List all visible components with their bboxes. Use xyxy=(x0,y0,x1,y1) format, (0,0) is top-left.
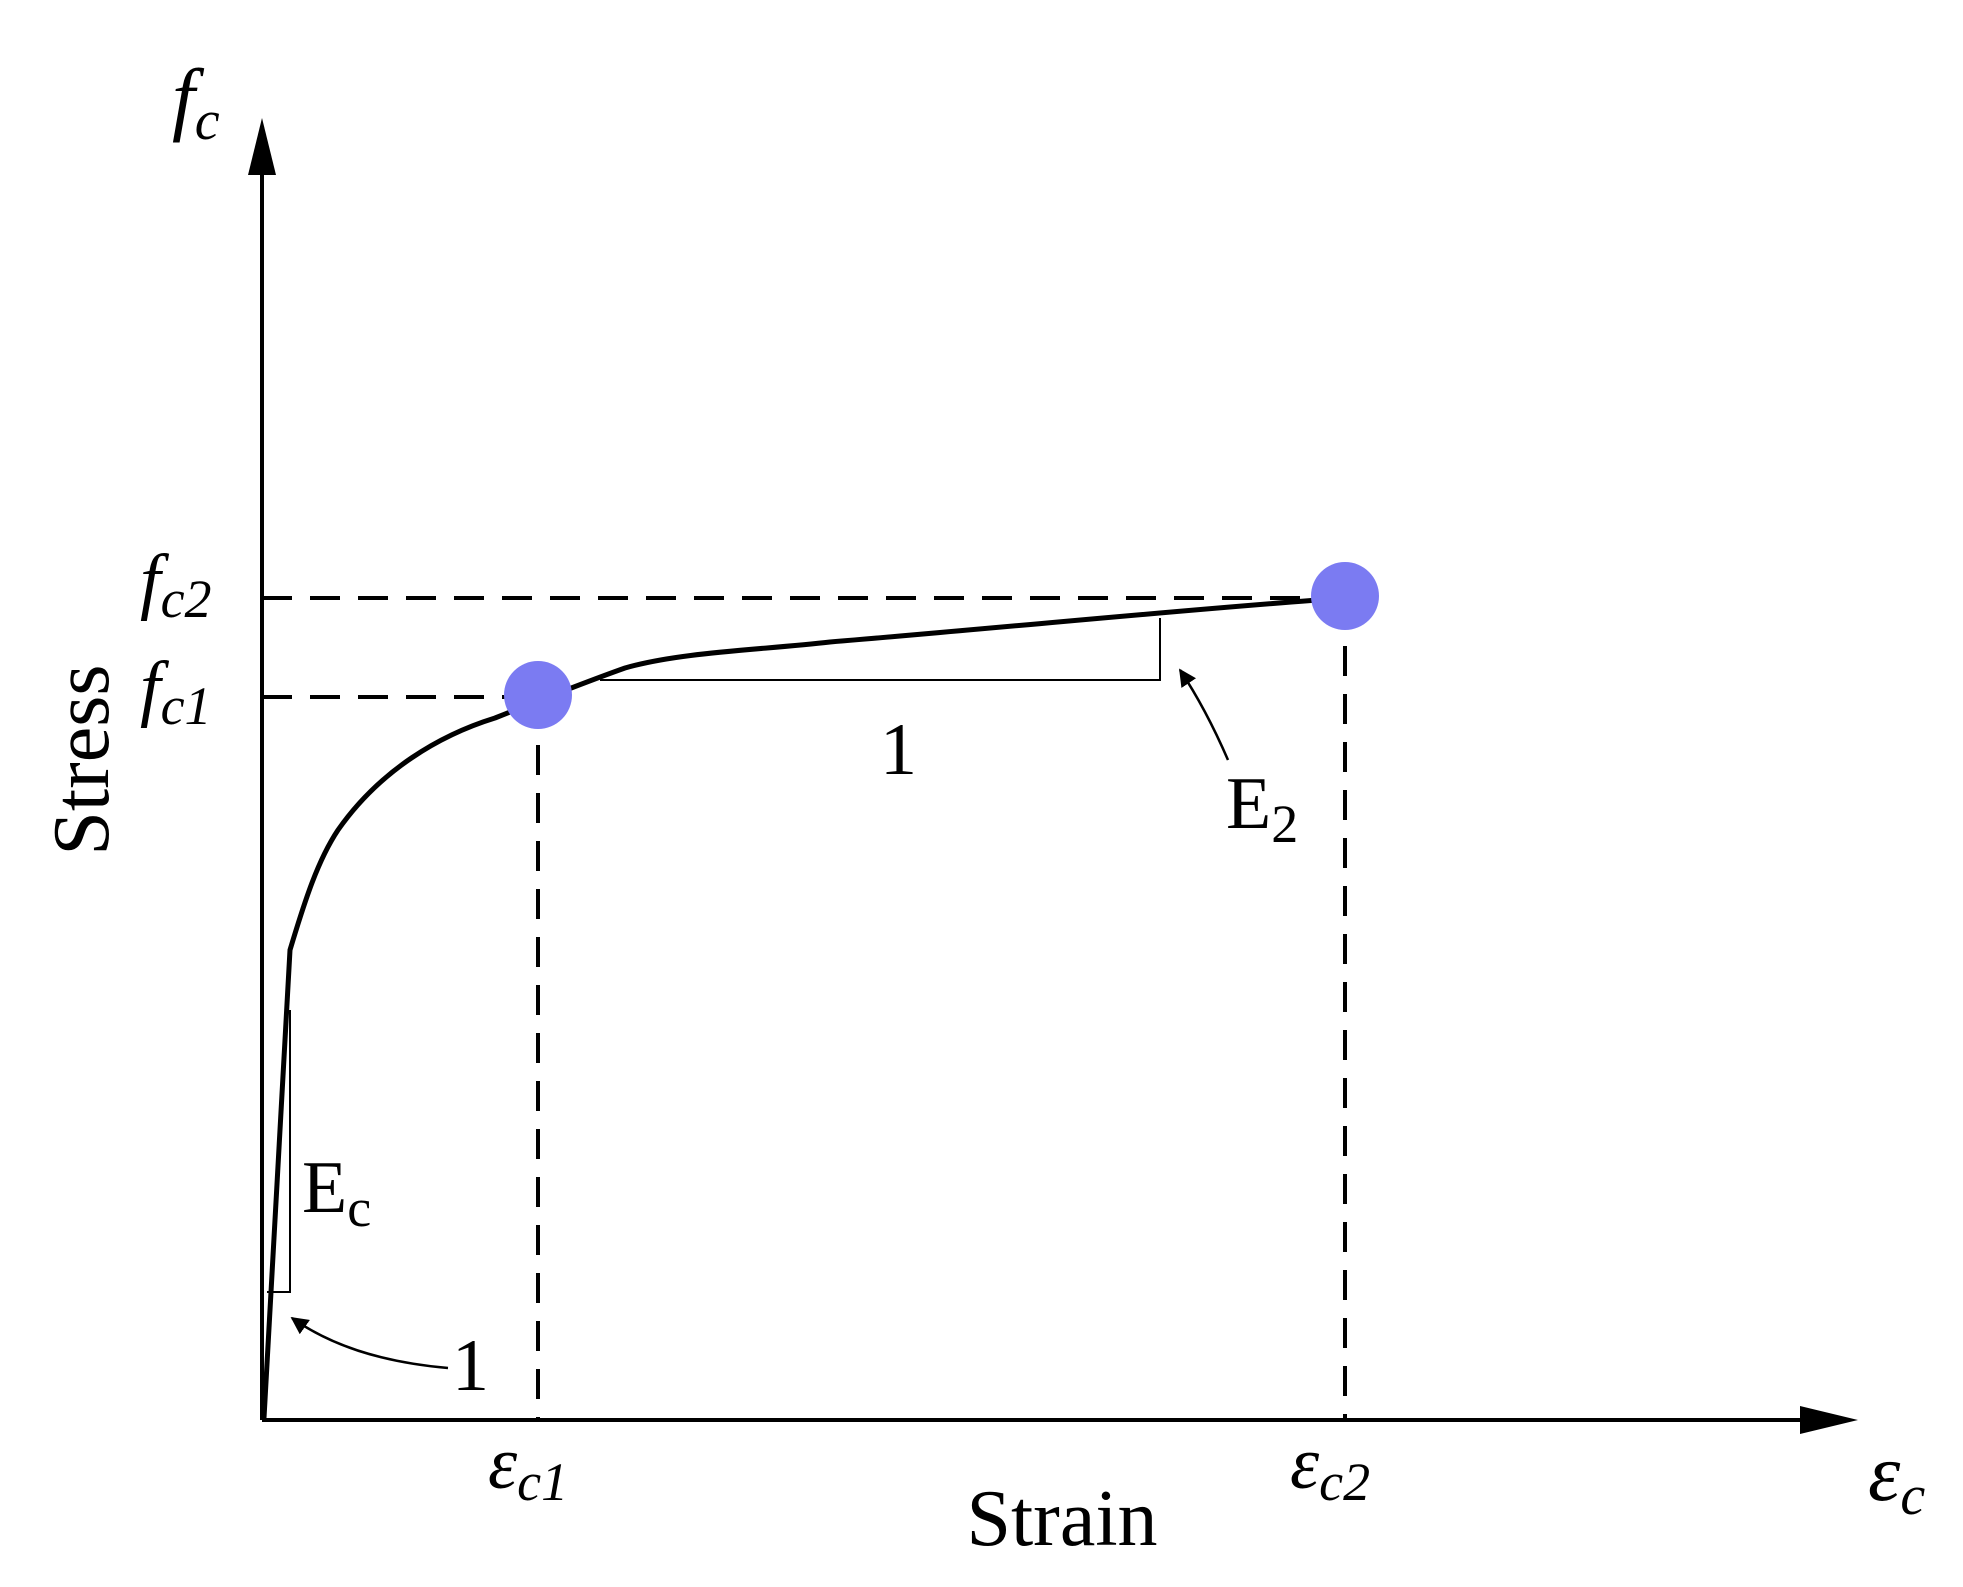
second-slope-pointer xyxy=(1178,668,1230,761)
initial-slope-pointer xyxy=(290,1316,449,1370)
x-axis-label: Strain xyxy=(966,1475,1157,1563)
second-slope-triangle xyxy=(600,618,1161,681)
second-slope-run-label: 1 xyxy=(880,709,917,791)
f-c2-label: fc2 xyxy=(140,540,212,629)
x-axis-symbol: εc xyxy=(1868,1427,1925,1527)
second-modulus-label: E2 xyxy=(1226,763,1298,854)
stress-strain-curve xyxy=(261,595,1348,1421)
x-axis-arrowhead xyxy=(1800,1406,1858,1434)
initial-modulus-label: Ec xyxy=(302,1147,371,1238)
eps-c1-label: εc1 xyxy=(488,1423,568,1512)
y-axis-symbol: fc xyxy=(172,52,220,152)
y-axis-arrowhead xyxy=(248,118,276,175)
initial-slope-triangle xyxy=(267,1010,291,1293)
eps-c2-label: εc2 xyxy=(1290,1423,1370,1512)
initial-slope-run-label: 1 xyxy=(452,1325,489,1407)
marker-point-2 xyxy=(1311,562,1379,630)
y-axis-label: Stress xyxy=(38,664,126,855)
marker-point-1 xyxy=(504,661,572,729)
f-c1-label: fc1 xyxy=(140,647,212,736)
